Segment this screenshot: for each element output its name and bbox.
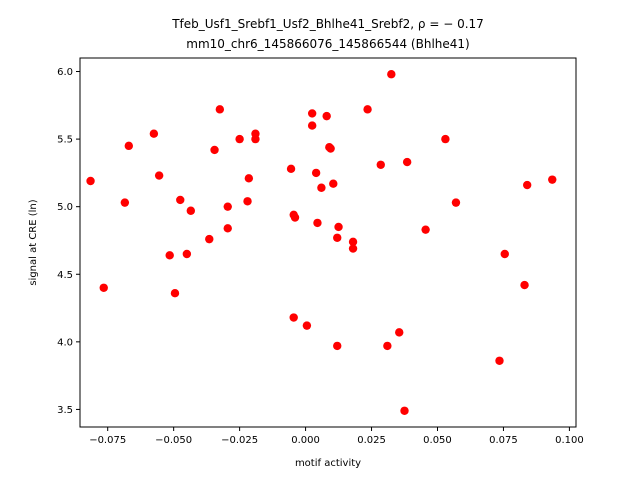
data-point xyxy=(395,328,404,337)
data-point xyxy=(165,251,174,260)
data-point xyxy=(451,198,461,207)
y-tick-label: 5.0 xyxy=(57,202,73,213)
data-point xyxy=(86,176,95,186)
data-point xyxy=(348,244,358,253)
data-point xyxy=(170,288,180,298)
data-point xyxy=(307,109,317,118)
x-axis: −0.075 −0.050 −0.025 0.000 0.025 0.050 0.075 0.… xyxy=(89,427,584,446)
data-point xyxy=(176,195,185,205)
x-tick-label: 0.100 xyxy=(555,435,584,446)
data-point xyxy=(333,341,342,351)
data-point xyxy=(302,321,312,330)
data-point xyxy=(311,168,321,178)
data-point xyxy=(520,280,529,290)
x-tick-label: 0.075 xyxy=(489,435,518,446)
data-point xyxy=(400,406,409,415)
data-point xyxy=(441,134,450,144)
data-point xyxy=(243,197,252,206)
x-tick-label: −0.075 xyxy=(89,435,126,446)
x-tick-label: 0.000 xyxy=(291,435,320,446)
data-point xyxy=(334,222,343,232)
data-point xyxy=(387,70,396,79)
data-point xyxy=(235,134,244,144)
data-point xyxy=(290,213,300,222)
y-tick-label: 4.5 xyxy=(57,270,73,281)
x-tick-label: −0.050 xyxy=(155,435,192,446)
y-tick-label: 6.0 xyxy=(57,67,73,78)
data-point xyxy=(120,198,130,207)
data-point xyxy=(215,105,225,114)
y-tick-label: 3.5 xyxy=(57,405,73,416)
x-tick-label: 0.025 xyxy=(357,435,386,446)
data-point xyxy=(500,249,509,259)
data-point xyxy=(186,206,196,215)
data-point xyxy=(223,202,232,211)
data-point xyxy=(522,180,532,190)
data-point xyxy=(223,224,232,233)
data-point xyxy=(495,356,504,365)
data-point xyxy=(402,157,412,167)
x-tick-label: 0.050 xyxy=(423,435,452,446)
plot-frame xyxy=(79,57,577,428)
y-axis: 3.5 4.0 4.5 5.0 5.5 6.0 xyxy=(57,67,80,416)
data-point xyxy=(149,129,159,138)
chart-title-line2: mm10_chr6_145866076_145866544 (Bhlhe41) xyxy=(186,37,469,51)
y-axis-label: signal at CRE (ln) xyxy=(28,199,39,285)
data-point xyxy=(99,283,108,292)
y-tick-label: 4.0 xyxy=(57,337,73,348)
data-point xyxy=(210,145,219,155)
data-point xyxy=(124,141,134,151)
data-point xyxy=(182,249,192,259)
data-point xyxy=(251,134,260,144)
chart-title-line1: Tfeb_Usf1_Srebf1_Usf2_Bhlhe41_Srebf2, ρ … xyxy=(171,17,484,31)
x-axis-label: motif activity xyxy=(295,458,361,469)
data-point xyxy=(548,175,557,184)
y-tick-label: 5.5 xyxy=(57,135,73,146)
data-point xyxy=(333,233,342,242)
data-point xyxy=(307,121,317,130)
data-point xyxy=(286,164,296,174)
data-point xyxy=(289,313,298,322)
data-point xyxy=(348,237,358,247)
x-tick-label: −0.025 xyxy=(221,435,258,446)
data-point xyxy=(329,179,338,188)
data-point xyxy=(322,111,331,121)
data-point xyxy=(326,144,335,153)
data-point xyxy=(383,341,392,351)
data-point xyxy=(313,218,322,228)
data-point xyxy=(421,225,430,234)
data-point xyxy=(363,105,372,114)
data-point xyxy=(205,234,214,244)
data-point xyxy=(376,160,385,169)
data-point xyxy=(154,171,164,180)
data-point xyxy=(244,174,254,183)
data-point xyxy=(317,183,326,192)
plot-area xyxy=(86,70,557,415)
